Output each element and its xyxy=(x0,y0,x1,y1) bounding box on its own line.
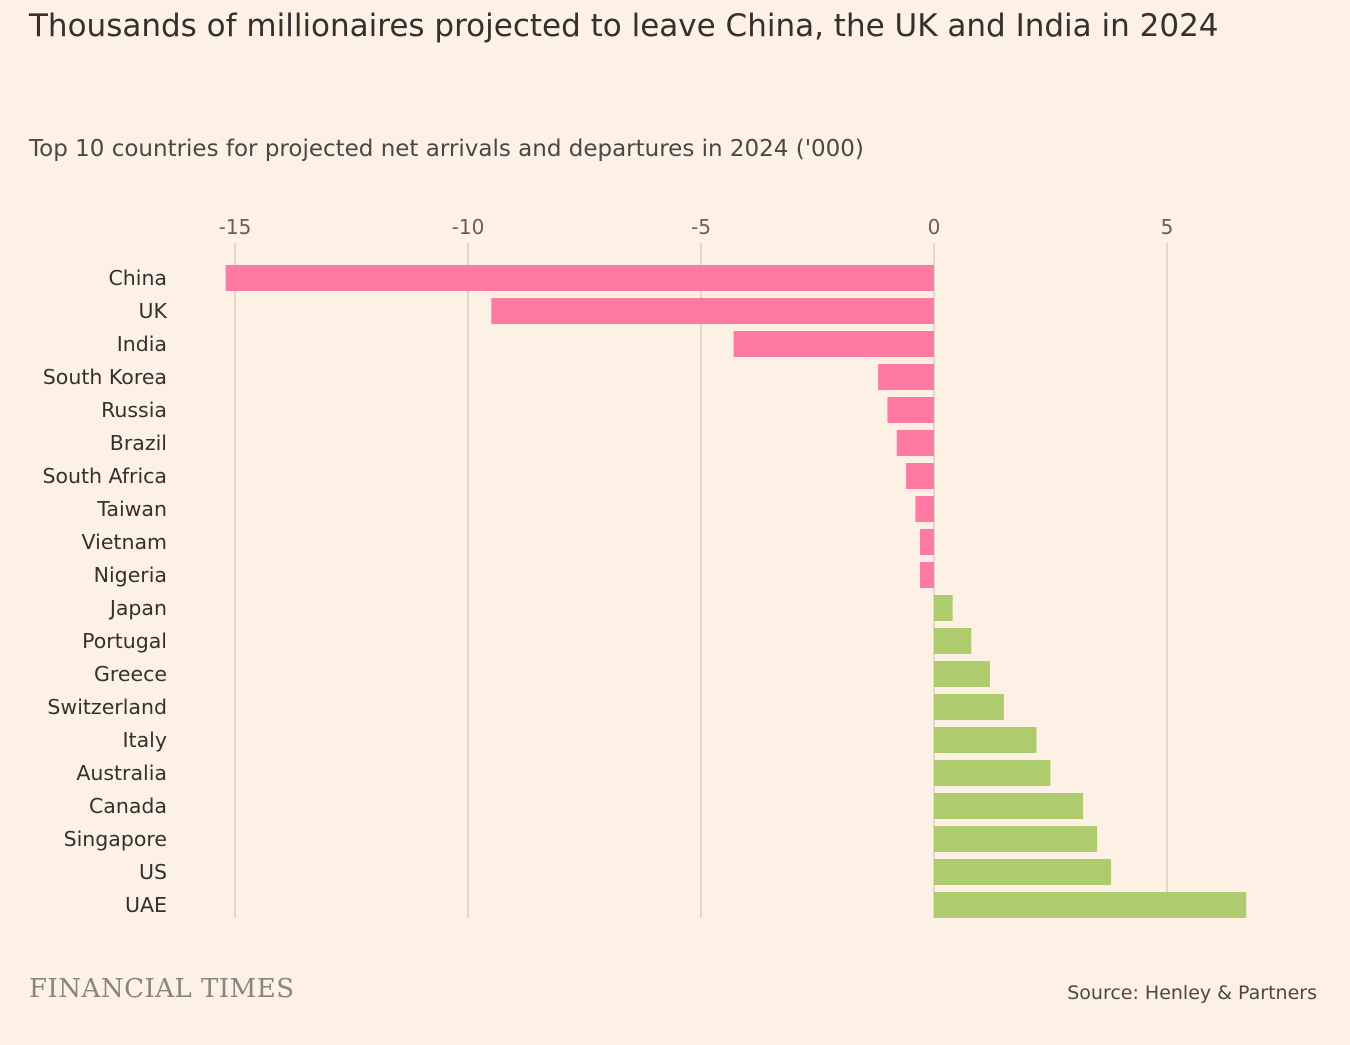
category-label: Brazil xyxy=(110,431,167,455)
source-note: Source: Henley & Partners xyxy=(1067,982,1317,1004)
bar-south-korea xyxy=(878,364,934,390)
bar-greece xyxy=(934,661,990,687)
bar-australia xyxy=(934,760,1051,786)
bar-india xyxy=(733,331,934,357)
bar-uae xyxy=(934,892,1247,918)
bar-russia xyxy=(887,397,934,423)
category-labels: China UK India South Korea Russia Brazil South… xyxy=(42,266,167,917)
bar-portugal xyxy=(934,628,972,654)
x-axis-ticks: -15 -10 -5 0 5 xyxy=(219,215,1174,239)
x-tick-label: -15 xyxy=(219,215,252,239)
category-label: Russia xyxy=(101,398,167,422)
category-label: South Korea xyxy=(43,365,167,389)
bar-china xyxy=(225,265,934,291)
category-label: Taiwan xyxy=(96,497,167,521)
x-tick-label: 5 xyxy=(1161,215,1174,239)
bar-italy xyxy=(934,727,1037,753)
bar-switzerland xyxy=(934,694,1004,720)
category-label: Switzerland xyxy=(47,695,167,719)
chart-subtitle: Top 10 countries for projected net arriv… xyxy=(29,136,864,162)
category-label: Singapore xyxy=(64,827,167,851)
category-label: Greece xyxy=(94,662,167,686)
category-label: Italy xyxy=(123,728,167,752)
category-label: South Africa xyxy=(42,464,167,488)
category-label: China xyxy=(108,266,167,290)
bar-south-africa xyxy=(906,463,934,489)
bar-japan xyxy=(934,595,953,621)
category-label: Japan xyxy=(108,596,167,620)
category-label: US xyxy=(139,860,167,884)
category-label: UAE xyxy=(125,893,167,917)
bar-chart: -15 -10 -5 0 5 China UK India South Korea Russia… xyxy=(42,215,1247,918)
bar-nigeria xyxy=(920,562,934,588)
x-tick-label: -5 xyxy=(691,215,711,239)
category-label: Vietnam xyxy=(82,530,167,554)
bar-brazil xyxy=(896,430,934,456)
bar-vietnam xyxy=(920,529,934,555)
category-label: Nigeria xyxy=(94,563,167,587)
x-tick-label: 0 xyxy=(928,215,941,239)
bar-taiwan xyxy=(915,496,934,522)
x-tick-label: -10 xyxy=(452,215,485,239)
chart-title: Thousands of millionaires projected to l… xyxy=(29,8,1219,44)
category-label: Portugal xyxy=(82,629,167,653)
category-label: Canada xyxy=(89,794,167,818)
bar-singapore xyxy=(934,826,1098,852)
category-label: UK xyxy=(139,299,168,323)
bar-uk xyxy=(491,298,934,324)
category-label: Australia xyxy=(76,761,167,785)
bars xyxy=(225,265,1247,918)
bar-us xyxy=(934,859,1112,885)
financial-times-logo: FINANCIAL TIMES xyxy=(29,974,295,1004)
category-label: India xyxy=(117,332,167,356)
bar-canada xyxy=(934,793,1084,819)
